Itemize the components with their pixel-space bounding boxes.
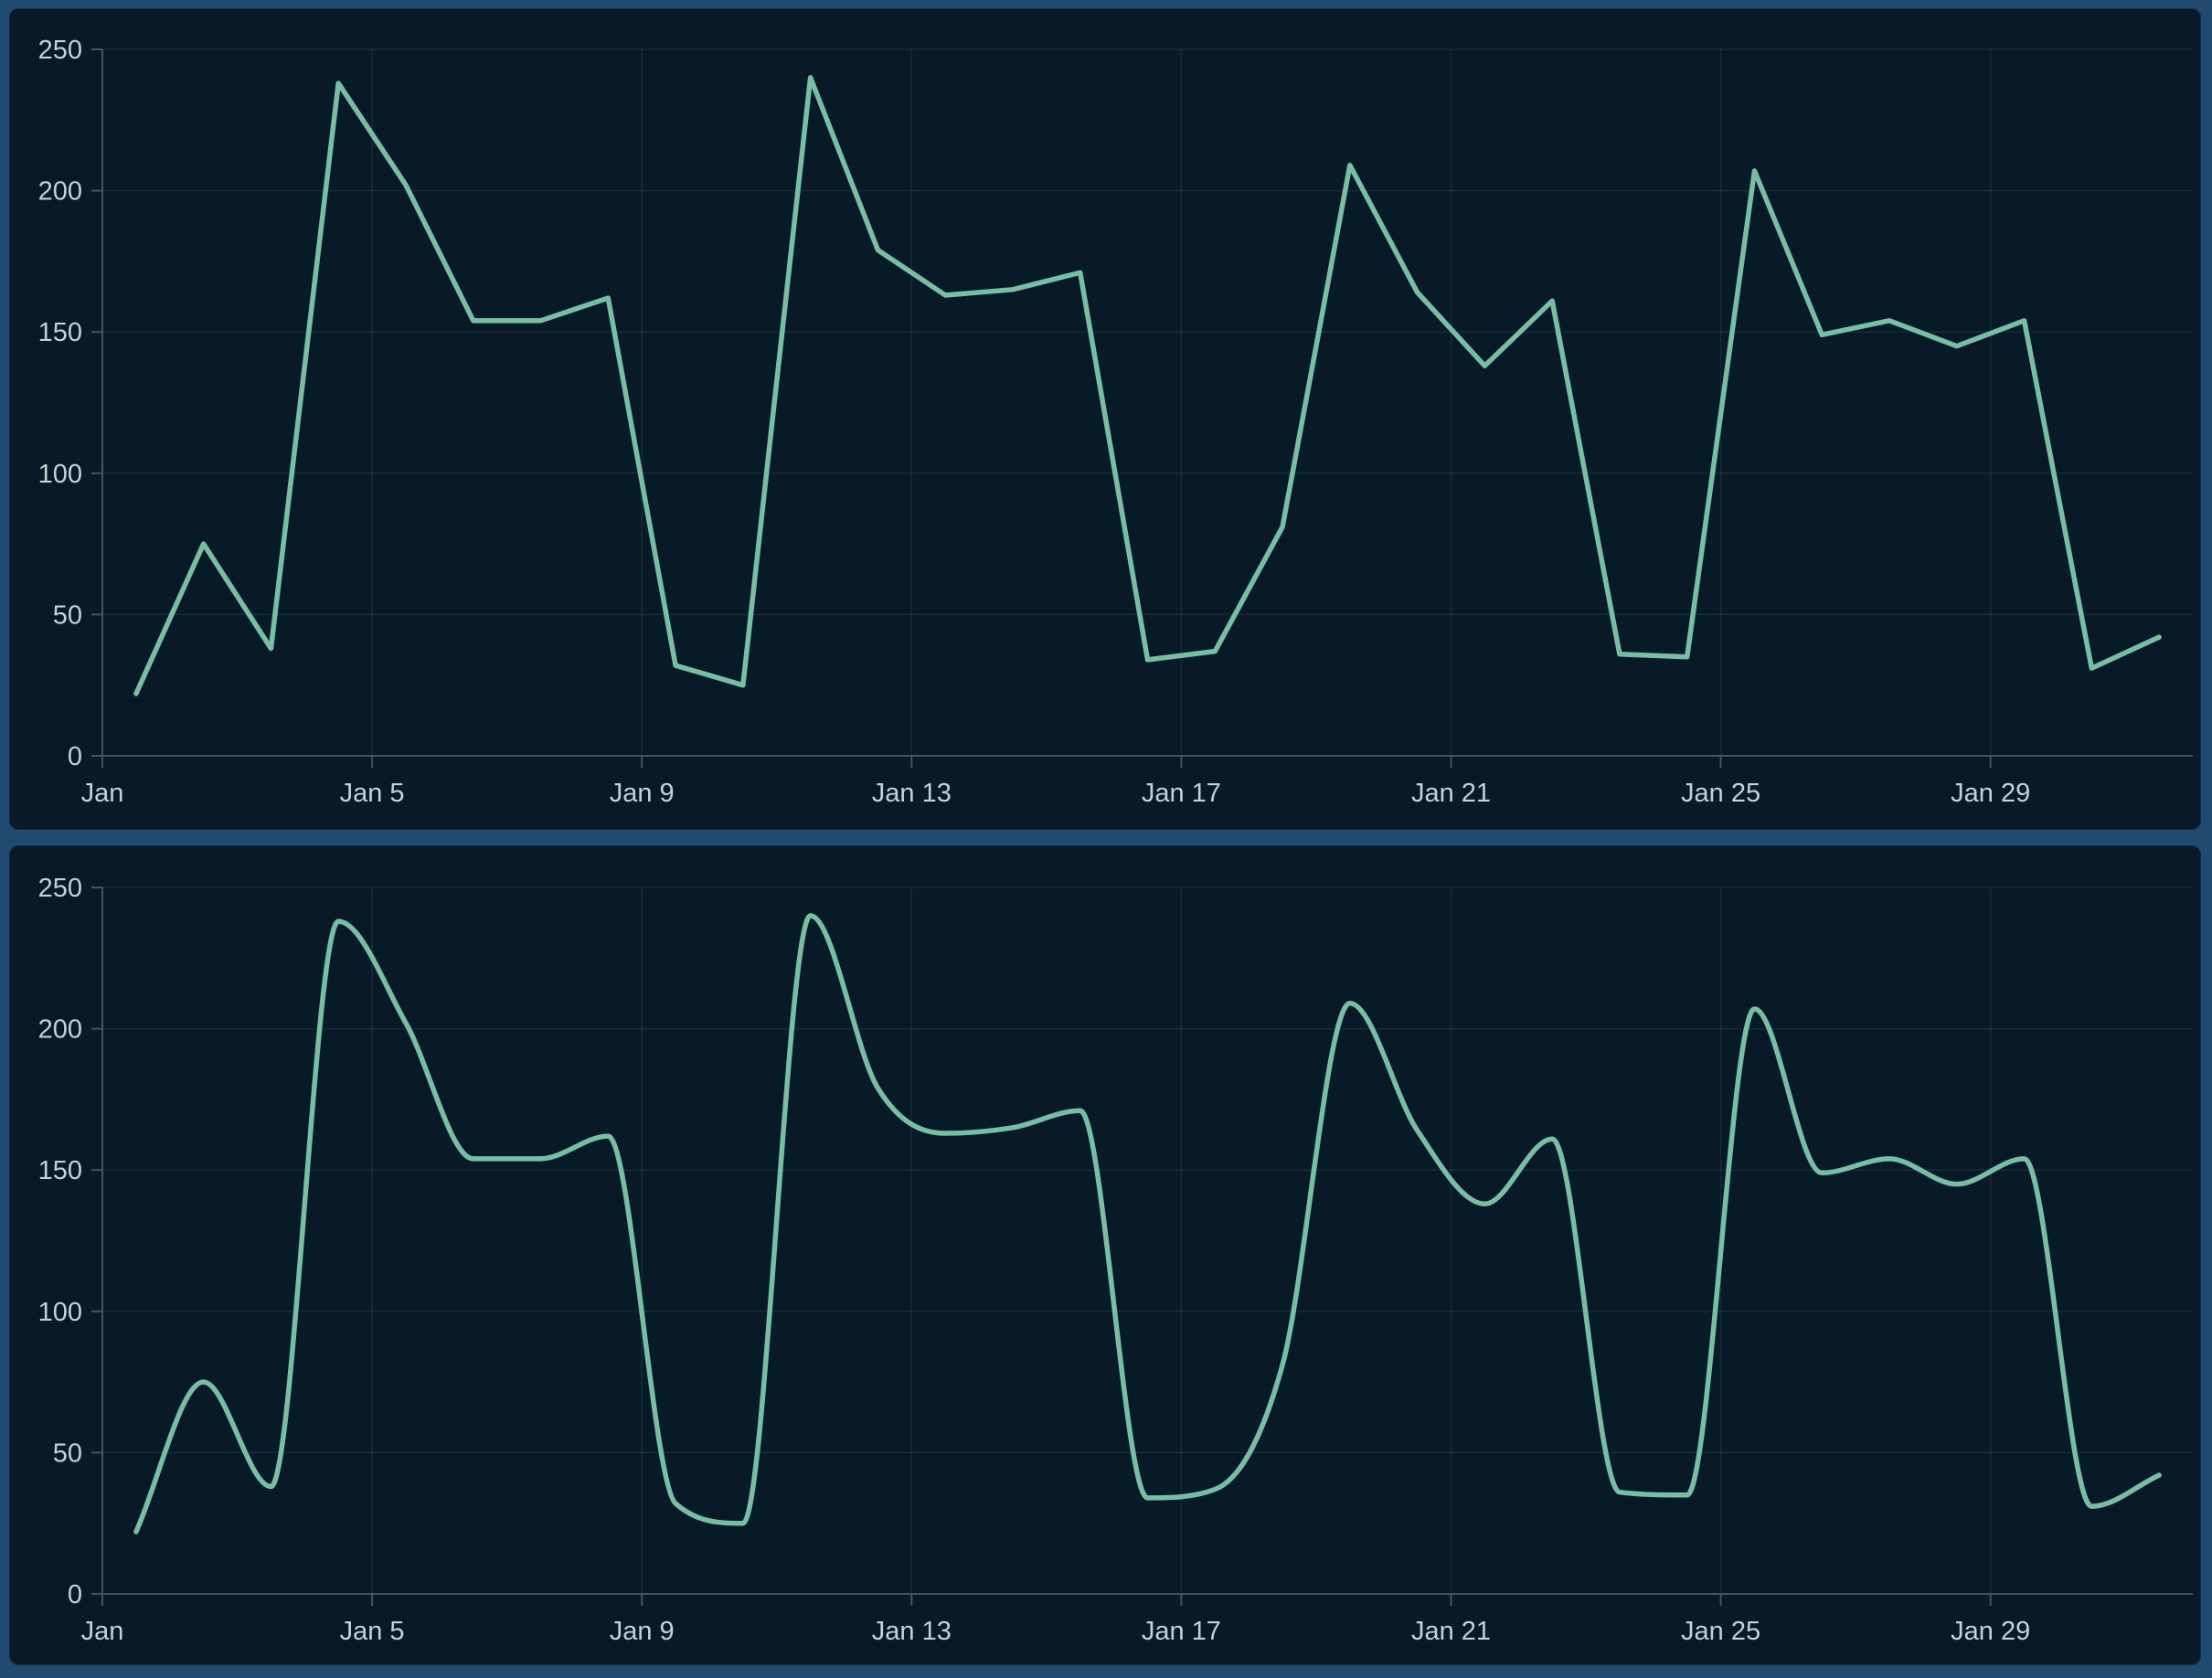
y-tick-label: 250: [38, 874, 82, 903]
line-chart-smooth[interactable]: 0 50 100 150 200 250 Jan Jan 5 Jan 9 Jan 13 Jan 17…: [10, 846, 2200, 1664]
x-tick-label: Jan: [81, 1617, 124, 1646]
axes: [91, 887, 2193, 1606]
line-chart-linear[interactable]: 0 50 100 150 200 250 Jan Jan 5 Jan 9 Jan 13 Jan 17…: [10, 9, 2200, 829]
grid-lines: [102, 887, 2193, 1594]
x-tick-label: Jan 25: [1681, 779, 1760, 808]
series-line: [133, 75, 2162, 696]
x-tick-label: Jan 29: [1951, 779, 2030, 808]
y-tick-label: 0: [68, 1580, 82, 1609]
y-tick-label: 100: [38, 1298, 82, 1327]
x-tick-label: Jan 29: [1951, 1617, 2030, 1646]
y-tick-label: 250: [38, 36, 82, 65]
x-tick-label: Jan 17: [1142, 1617, 1221, 1646]
y-tick-label: 50: [53, 600, 82, 630]
y-tick-label: 150: [38, 1156, 82, 1185]
tick-labels: 0 50 100 150 200 250 Jan Jan 5 Jan 9 Jan 13 Jan 17…: [38, 36, 2031, 808]
x-tick-label: Jan 25: [1681, 1617, 1760, 1646]
y-tick-label: 100: [38, 460, 82, 489]
y-tick-label: 0: [68, 742, 82, 771]
tick-labels: 0 50 100 150 200 250 Jan Jan 5 Jan 9 Jan 13 Jan 17…: [38, 874, 2031, 1646]
panel-top-linear-chart: 0 50 100 150 200 250 Jan Jan 5 Jan 9 Jan 13 Jan 17…: [9, 8, 2201, 830]
x-tick-label: Jan: [81, 779, 124, 808]
x-tick-label: Jan 5: [340, 779, 405, 808]
x-tick-label: Jan 13: [872, 1617, 952, 1646]
x-tick-label: Jan 5: [340, 1617, 405, 1646]
y-tick-label: 50: [53, 1439, 82, 1468]
x-tick-label: Jan 9: [610, 779, 675, 808]
grid-lines: [102, 48, 2193, 756]
axes: [91, 48, 2193, 768]
y-tick-label: 150: [38, 318, 82, 347]
x-tick-label: Jan 13: [872, 779, 952, 808]
x-tick-label: Jan 17: [1142, 779, 1221, 808]
y-tick-label: 200: [38, 177, 82, 207]
x-tick-label: Jan 21: [1411, 779, 1491, 808]
y-tick-label: 200: [38, 1015, 82, 1045]
panel-bottom-smooth-chart: 0 50 100 150 200 250 Jan Jan 5 Jan 9 Jan 13 Jan 17…: [9, 845, 2201, 1665]
series-line: [133, 913, 2162, 1535]
x-tick-label: Jan 21: [1411, 1617, 1491, 1646]
x-tick-label: Jan 9: [610, 1617, 675, 1646]
